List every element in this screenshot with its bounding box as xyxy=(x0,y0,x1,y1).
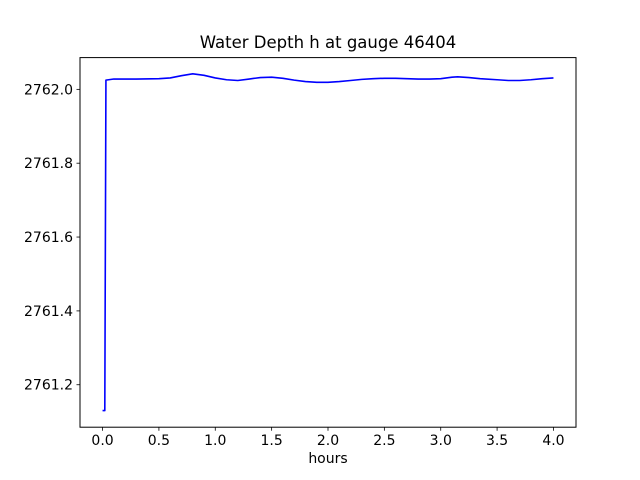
data-line xyxy=(102,73,554,412)
x-tick-label: 3.5 xyxy=(486,433,508,449)
x-tick-label: 0.0 xyxy=(91,433,113,449)
x-tick-label: 2.0 xyxy=(317,433,339,449)
x-tick-label: 1.0 xyxy=(204,433,226,449)
x-tick-label: 0.5 xyxy=(148,433,170,449)
y-tick-label: 2761.2 xyxy=(24,378,73,394)
x-axis-label: hours xyxy=(308,451,348,467)
axes-frame xyxy=(79,57,577,428)
chart-title: Water Depth h at gauge 46404 xyxy=(199,33,457,52)
x-tick-label: 3.0 xyxy=(430,433,452,449)
x-tick-label: 1.5 xyxy=(261,433,283,449)
y-tick-label: 2762.0 xyxy=(24,82,73,98)
x-tick-label: 2.5 xyxy=(373,433,395,449)
y-tick-label: 2761.8 xyxy=(24,156,73,172)
y-tick-label: 2761.4 xyxy=(24,304,73,320)
y-tick-label: 2761.6 xyxy=(24,230,73,246)
x-tick-label: 4.0 xyxy=(542,433,564,449)
